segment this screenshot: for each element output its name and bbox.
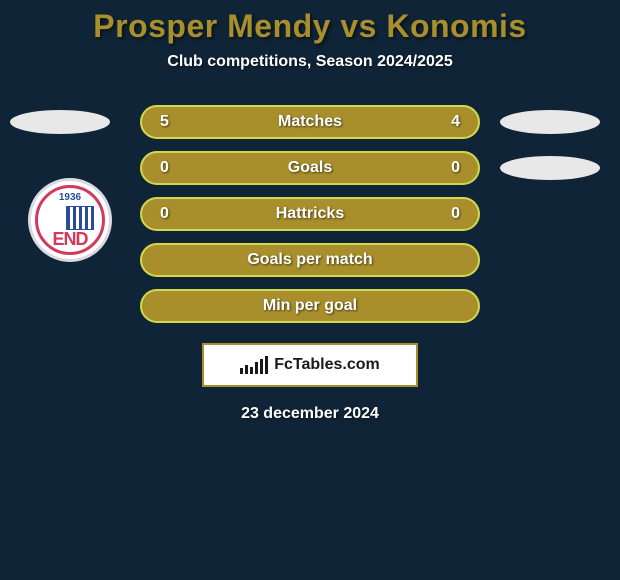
player-slot-right [500,156,600,180]
page-subtitle: Club competitions, Season 2024/2025 [0,53,620,71]
stat-right-value: 0 [440,205,460,223]
player-slot-right [500,110,600,134]
stat-left-value: 0 [160,159,180,177]
club-badge-left: 1936 END [28,178,112,262]
stat-label: Hattricks [180,205,440,223]
stat-pill-goals-per-match: Goals per match [140,243,480,277]
club-badge-monogram: END [38,229,102,250]
stat-pill-goals: 0 Goals 0 [140,151,480,185]
player-slot-left [10,110,110,134]
club-badge-inner: 1936 END [35,185,105,255]
club-badge-year: 1936 [38,192,102,203]
stat-right-value: 4 [440,113,460,131]
source-logo: FcTables.com [202,343,418,387]
stat-left-value: 0 [160,205,180,223]
stat-label: Matches [180,113,440,131]
club-badge-stripes-icon [66,206,94,230]
stat-label: Min per goal [180,297,440,315]
stat-label: Goals [180,159,440,177]
stat-pill-min-per-goal: Min per goal [140,289,480,323]
stat-row: Min per goal [0,283,620,329]
footer-date: 23 december 2024 [0,405,620,423]
bar-chart-icon [240,356,268,374]
source-logo-text: FcTables.com [274,356,380,374]
stat-label: Goals per match [180,251,440,269]
stat-left-value: 5 [160,113,180,131]
page-title: Prosper Mendy vs Konomis [0,8,620,45]
stat-row: 5 Matches 4 [0,99,620,145]
stat-right-value: 0 [440,159,460,177]
stat-pill-matches: 5 Matches 4 [140,105,480,139]
stat-pill-hattricks: 0 Hattricks 0 [140,197,480,231]
